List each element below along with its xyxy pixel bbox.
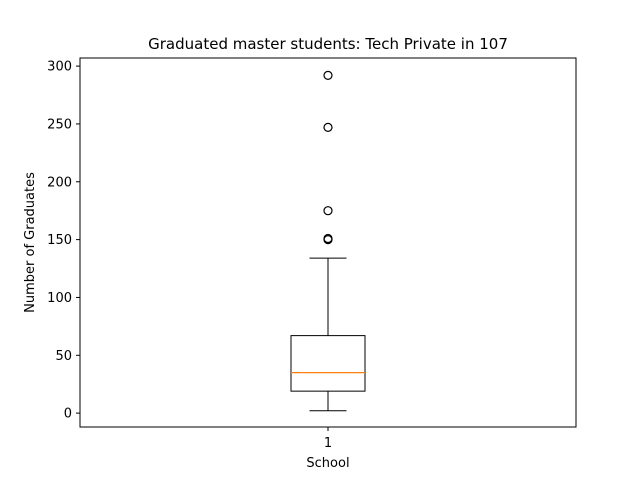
y-tick-label: 200 (47, 175, 72, 190)
y-tick-label: 300 (47, 60, 72, 75)
x-tick-label: 1 (324, 436, 332, 451)
y-tick-label: 100 (47, 291, 72, 306)
plot-area: 0 50 100 150 200 250 300 1 (47, 60, 366, 451)
y-tick-label: 250 (47, 117, 72, 132)
outlier-point (323, 233, 333, 244)
y-tick-label: 150 (47, 233, 72, 248)
y-axis-label: Number of Graduates (23, 172, 38, 313)
iqr-box (290, 335, 366, 392)
axes-frame (79, 57, 577, 428)
x-axis-label: School (306, 456, 349, 471)
outlier-point (323, 70, 333, 80)
chart-title: Graduated master students: Tech Private … (148, 35, 508, 53)
outlier-point (323, 122, 333, 133)
y-tick-label: 0 (64, 407, 72, 422)
y-tick-label: 50 (55, 349, 72, 364)
outlier-point (323, 206, 333, 216)
